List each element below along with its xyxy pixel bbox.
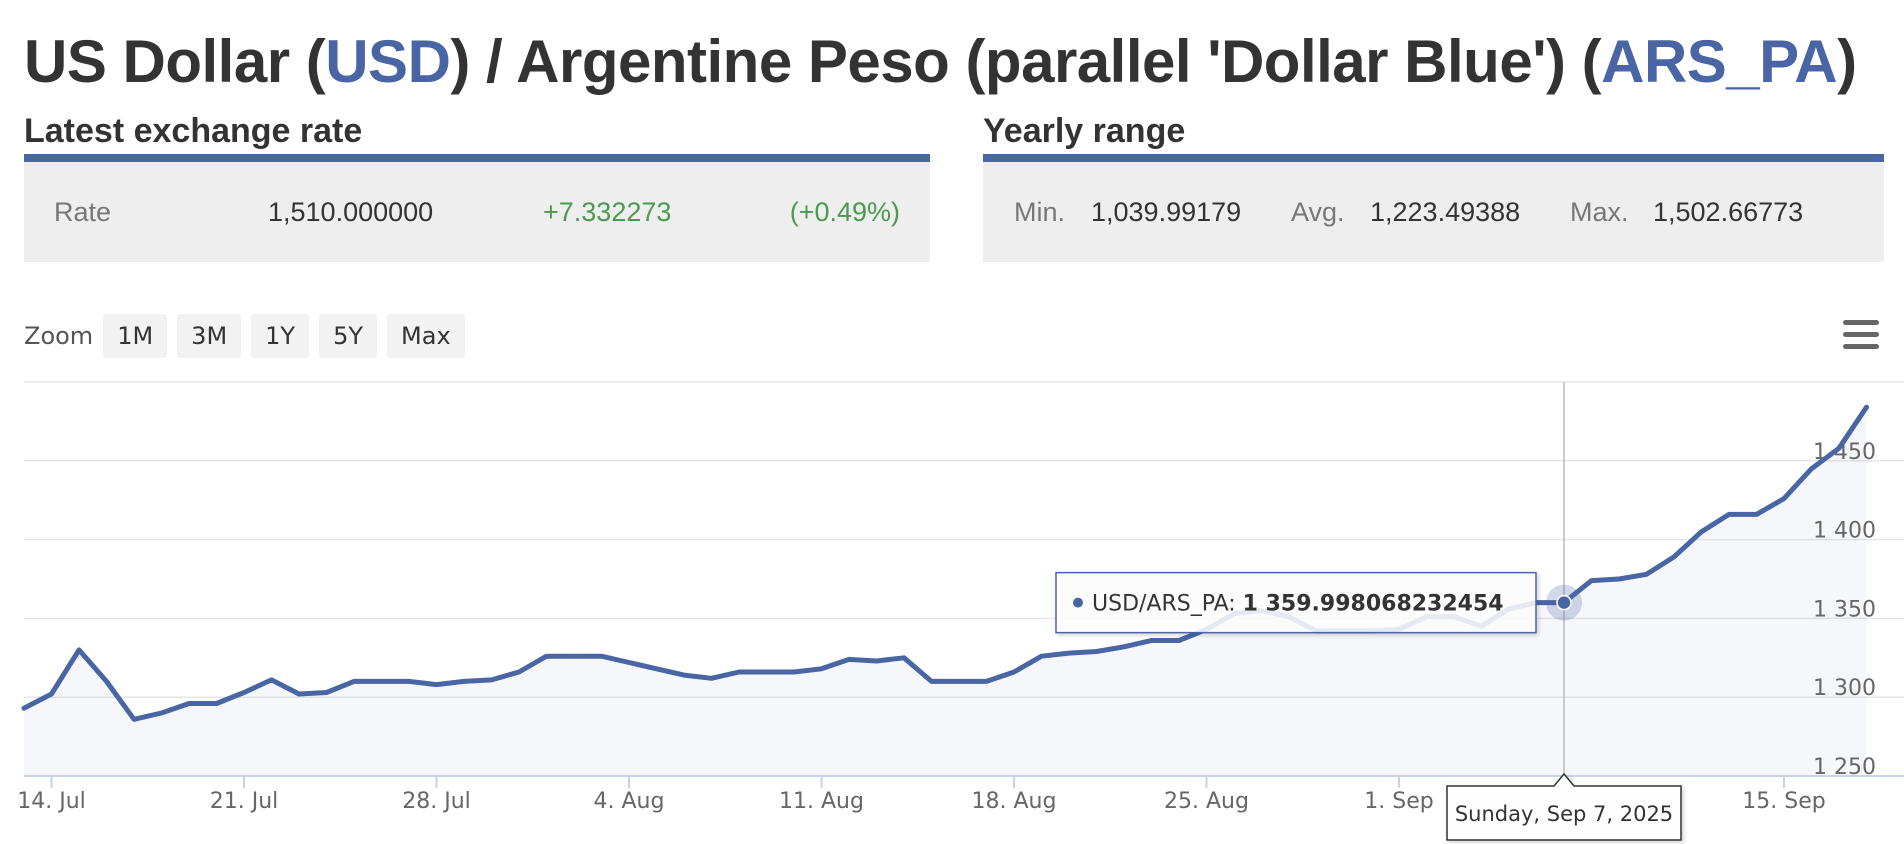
min-label: Min. <box>1014 197 1066 227</box>
max-label: Max. <box>1570 197 1629 227</box>
zoom-toolbar: Zoom 1M 3M 1Y 5Y Max <box>24 314 475 358</box>
max-value: 1,502.66773 <box>1653 197 1804 227</box>
x-tick-label: 28. Jul <box>402 789 471 814</box>
exchange-rate-chart: 14. Jul 21. Jul 28. Jul 4. Aug 11. Aug 18. Au… <box>17 381 1904 841</box>
quote-currency-code-link[interactable]: ARS_PA <box>1601 28 1838 95</box>
tooltip-text: USD/ARS_PA: 1 359.998068232454 <box>1092 592 1504 617</box>
avg-label: Avg. <box>1291 197 1345 227</box>
y-tick-label: 1 400 <box>1813 519 1876 544</box>
avg-value: 1,223.49388 <box>1370 197 1521 227</box>
yearly-range-box: Min. 1,039.99179 Avg. 1,223.49388 Max. 1… <box>983 162 1884 262</box>
x-axis: 14. Jul 21. Jul 28. Jul 4. Aug 11. Aug 18. Au… <box>17 775 1904 814</box>
x-tick-label: 15. Sep <box>1742 789 1825 814</box>
series-area <box>24 407 1867 776</box>
tooltip-value: 1 359.998068232454 <box>1243 592 1504 617</box>
x-tick-label: 18. Aug <box>972 789 1057 814</box>
date-label-text: Sunday, Sep 7, 2025 <box>1455 802 1673 826</box>
x-tick-label: 4. Aug <box>594 789 665 814</box>
base-currency-name: US Dollar <box>24 28 290 95</box>
x-tick-label: 25. Aug <box>1164 789 1249 814</box>
rate-change-percent: (+0.49%) <box>789 197 900 227</box>
latest-rate-box: Rate 1,510.000000 +7.332273 (+0.49%) <box>24 162 930 262</box>
yearly-range-heading: Yearly range <box>983 112 1186 150</box>
tooltip-series-name: USD/ARS_PA: <box>1092 592 1243 617</box>
grid-lines <box>24 381 1904 698</box>
zoom-label: Zoom <box>24 322 94 350</box>
zoom-max-button[interactable]: Max <box>387 314 465 358</box>
latest-rate-divider <box>24 154 930 162</box>
tooltip-series-marker <box>1073 597 1083 608</box>
latest-rate-panel: Latest exchange rate Rate 1,510.000000 +… <box>24 110 930 263</box>
rate-change: +7.332273 <box>543 197 672 227</box>
yearly-range-divider <box>983 154 1884 162</box>
zoom-3m-button[interactable]: 3M <box>177 314 242 358</box>
min-value: 1,039.99179 <box>1091 197 1242 227</box>
rate-label: Rate <box>54 197 112 227</box>
tooltip-box <box>1055 571 1537 634</box>
zoom-5y-button[interactable]: 5Y <box>319 314 378 358</box>
rate-value: 1,510.000000 <box>268 197 434 227</box>
hamburger-menu-icon[interactable] <box>1843 320 1879 352</box>
x-tick-label: 21. Jul <box>210 789 279 814</box>
quote-currency-name: Argentine Peso (parallel 'Dollar Blue') <box>516 28 1566 95</box>
x-tick-label: 14. Jul <box>17 789 86 814</box>
page-title: US Dollar (USD) / Argentine Peso (parall… <box>24 28 1857 95</box>
y-tick-label: 1 350 <box>1813 597 1876 622</box>
latest-rate-heading: Latest exchange rate <box>24 112 363 150</box>
hover-point <box>1556 594 1572 611</box>
y-tick-label: 1 250 <box>1813 755 1876 780</box>
base-currency-code-link[interactable]: USD <box>325 28 451 95</box>
x-tick-label: 11. Aug <box>779 789 864 814</box>
zoom-1m-button[interactable]: 1M <box>103 314 168 358</box>
y-tick-label: 1 300 <box>1813 676 1876 701</box>
yearly-range-panel: Yearly range Min. 1,039.99179 Avg. 1,223… <box>983 110 1884 263</box>
tooltip: USD/ARS_PA: 1 359.998068232454 Sunday, Se… <box>1055 382 1682 841</box>
zoom-1y-button[interactable]: 1Y <box>251 314 310 358</box>
date-label-box <box>1446 772 1682 841</box>
x-tick-label: 1. Sep <box>1364 789 1433 814</box>
